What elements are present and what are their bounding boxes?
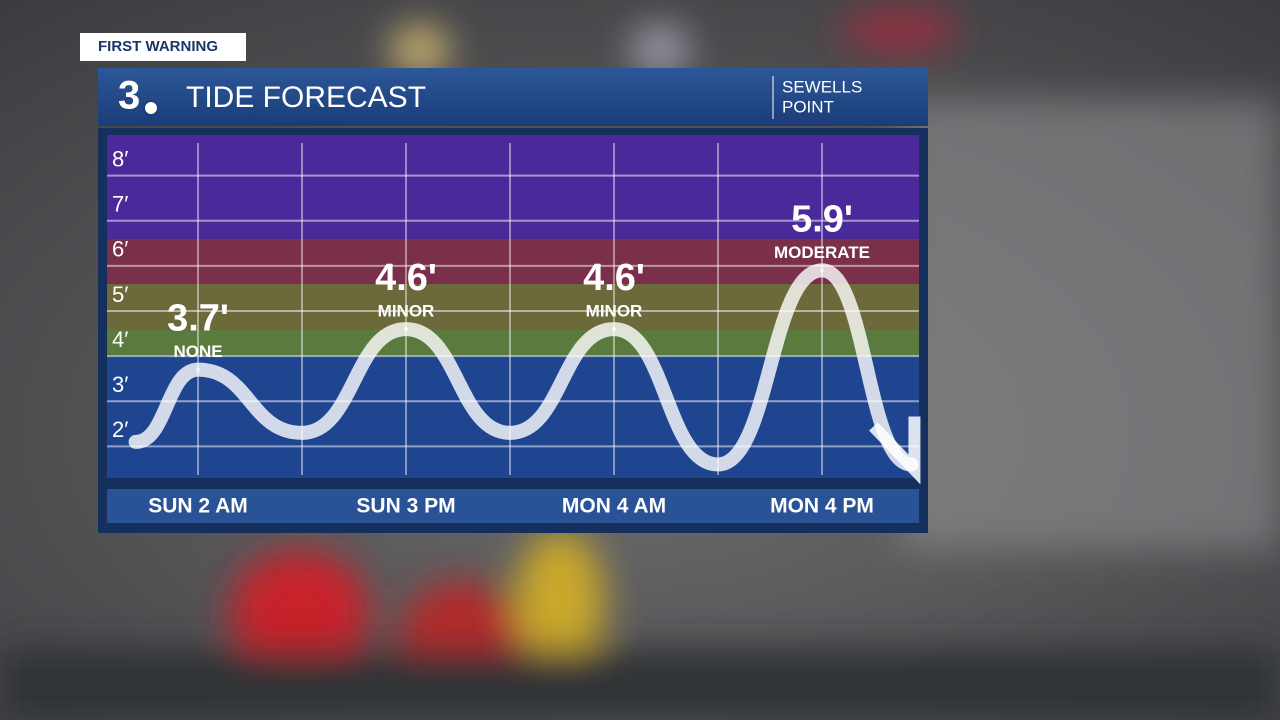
- tide-curve: [128, 263, 919, 472]
- value-label: 5.9': [791, 198, 853, 240]
- peak-point: [196, 367, 200, 372]
- flood-level: MINOR: [378, 302, 435, 321]
- peak-point: [820, 268, 824, 273]
- flood-band: [107, 238, 919, 284]
- y-tick-label: 7′: [112, 192, 128, 217]
- x-tick-label: MON 4 AM: [562, 495, 666, 518]
- peak-point: [404, 327, 408, 332]
- value-label: 4.6': [375, 257, 437, 299]
- background-blur: [0, 5, 1280, 720]
- logo: 3: [118, 74, 140, 118]
- y-tick-label: 4′: [112, 327, 128, 352]
- flood-level: NONE: [173, 342, 222, 361]
- y-tick-label: 6′: [112, 237, 128, 262]
- title: TIDE FORECAST: [186, 81, 426, 114]
- y-tick-label: 8′: [112, 146, 128, 171]
- location: POINT: [782, 97, 834, 116]
- value-label: 4.6': [583, 257, 645, 299]
- logo-eye: [143, 100, 159, 116]
- header-bar: [98, 68, 928, 126]
- value-label: 3.7': [167, 298, 229, 340]
- flood-level: MINOR: [586, 302, 643, 321]
- location: SEWELLS: [782, 77, 862, 96]
- x-tick-label: SUN 3 PM: [356, 495, 455, 518]
- flood-band: [107, 356, 919, 478]
- badge-text: FIRST WARNING: [98, 38, 218, 55]
- y-tick-label: 3′: [112, 372, 128, 397]
- y-tick-label: 2′: [112, 417, 128, 442]
- x-tick-label: SUN 2 AM: [148, 495, 248, 518]
- arrow-head: [869, 416, 921, 485]
- x-axis-bar: [107, 489, 919, 523]
- badge-box: [80, 33, 246, 61]
- y-tick-label: 5′: [112, 282, 128, 307]
- peak-point: [612, 327, 616, 332]
- flood-level: MODERATE: [774, 243, 870, 262]
- x-tick-label: MON 4 PM: [770, 495, 874, 518]
